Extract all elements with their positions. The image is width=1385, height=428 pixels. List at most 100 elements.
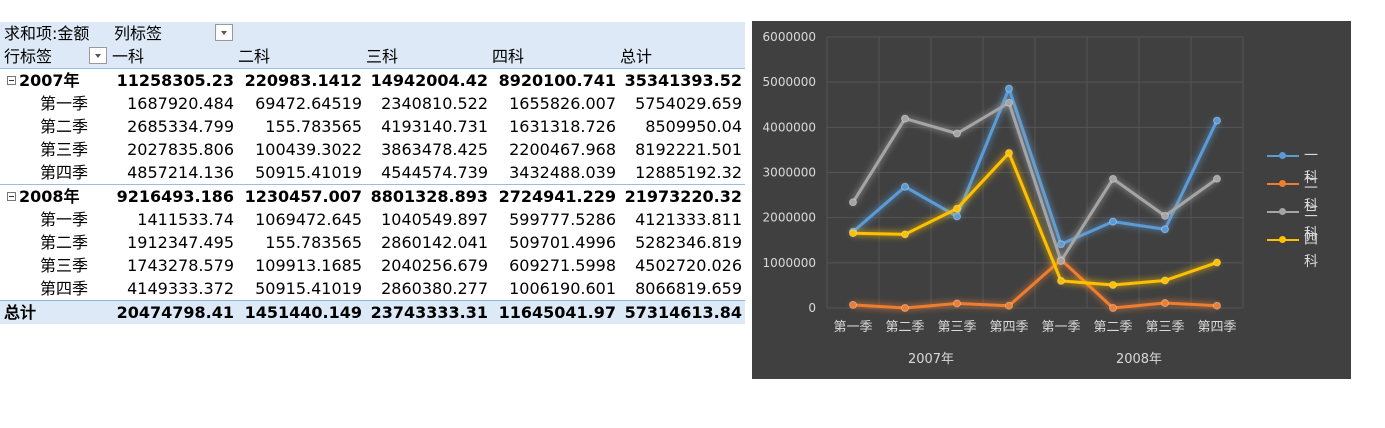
x-tick-label: 第三季: [1145, 320, 1184, 335]
table-row[interactable]: 第二季 1912347.495 155.783565 2860142.041 5…: [0, 231, 745, 254]
y-tick-label: 3000000: [763, 166, 816, 180]
table-cell[interactable]: 8192221.501: [635, 140, 742, 159]
data-point: [1109, 303, 1117, 312]
table-cell[interactable]: 1655826.007: [509, 94, 616, 113]
table-cell[interactable]: 5754029.659: [635, 94, 742, 113]
table-cell[interactable]: 1411533.74: [137, 210, 234, 229]
row-filter-dropdown-icon[interactable]: [89, 47, 107, 64]
table-cell[interactable]: 8066819.659: [635, 279, 742, 298]
data-point: [849, 300, 857, 309]
row-label: 第三季: [40, 256, 89, 275]
table-row[interactable]: 第一季 1411533.74 1069472.645 1040549.897 5…: [0, 208, 745, 231]
pivot-header-row-1: 求和项:金额 列标签: [0, 22, 745, 45]
legend-swatch: [1267, 208, 1299, 215]
table-cell[interactable]: 4857214.136: [127, 163, 234, 182]
table-cell[interactable]: 509701.4996: [509, 233, 616, 252]
table-cell[interactable]: 5282346.819: [635, 233, 742, 252]
table-cell[interactable]: 4193140.731: [381, 117, 488, 136]
table-cell[interactable]: 50915.41019: [255, 163, 362, 182]
data-point: [1057, 257, 1065, 266]
table-cell[interactable]: 155.783565: [265, 117, 362, 136]
legend-label: 三科: [1304, 204, 1318, 242]
col-header: 三科: [366, 47, 399, 66]
group-cell[interactable]: 14942004.42: [370, 71, 488, 90]
total-cell[interactable]: 57314613.84: [624, 303, 742, 322]
group-cell[interactable]: 35341393.52: [624, 71, 742, 90]
table-cell[interactable]: 4544574.739: [381, 163, 488, 182]
group-cell[interactable]: 8801328.893: [370, 187, 488, 206]
table-cell[interactable]: 8509950.04: [645, 117, 742, 136]
table-cell[interactable]: 609271.5998: [509, 256, 616, 275]
total-cell[interactable]: 1451440.149: [244, 303, 362, 322]
table-cell[interactable]: 69472.64519: [255, 94, 362, 113]
table-cell[interactable]: 4502720.026: [635, 256, 742, 275]
table-row[interactable]: 第一季 1687920.484 69472.64519 2340810.522 …: [0, 92, 745, 115]
data-point: [1161, 225, 1169, 234]
table-cell[interactable]: 109913.1685: [255, 256, 362, 275]
group-row-2007[interactable]: 2007年 11258305.23 220983.1412 14942004.4…: [0, 68, 745, 92]
group-cell[interactable]: 8920100.741: [498, 71, 616, 90]
group-cell[interactable]: 11258305.23: [116, 71, 234, 90]
table-cell[interactable]: 1040549.897: [381, 210, 488, 229]
table-cell[interactable]: 50915.41019: [255, 279, 362, 298]
row-label: 第一季: [40, 94, 89, 113]
group-cell[interactable]: 9216493.186: [116, 187, 234, 206]
group-cell[interactable]: 1230457.007: [244, 187, 362, 206]
table-cell[interactable]: 2340810.522: [381, 94, 488, 113]
table-cell[interactable]: 2860380.277: [381, 279, 488, 298]
y-tick-label: 2000000: [763, 211, 816, 225]
data-point: [953, 212, 961, 221]
row-label: 第四季: [40, 279, 89, 298]
column-filter-dropdown-icon[interactable]: [215, 24, 233, 41]
table-cell[interactable]: 2685334.799: [127, 117, 234, 136]
table-row[interactable]: 第三季 2027835.806 100439.3022 3863478.425 …: [0, 138, 745, 161]
table-cell[interactable]: 3863478.425: [381, 140, 488, 159]
table-cell[interactable]: 4149333.372: [127, 279, 234, 298]
data-point: [849, 229, 857, 238]
table-row[interactable]: 第三季 1743278.579 109913.1685 2040256.679 …: [0, 254, 745, 277]
legend-label: 四科: [1304, 232, 1318, 270]
legend-label: 二科: [1304, 176, 1318, 214]
x-tick-label: 第三季: [937, 320, 976, 335]
row-label: 第二季: [40, 117, 89, 136]
table-cell[interactable]: 1912347.495: [127, 233, 234, 252]
group-cell[interactable]: 220983.1412: [244, 71, 362, 90]
table-cell[interactable]: 2860142.041: [381, 233, 488, 252]
table-row[interactable]: 第四季 4857214.136 50915.41019 4544574.739 …: [0, 161, 745, 184]
table-cell[interactable]: 4121333.811: [635, 210, 742, 229]
table-cell[interactable]: 1687920.484: [127, 94, 234, 113]
table-cell[interactable]: 2040256.679: [381, 256, 488, 275]
y-tick-label: 0: [808, 301, 816, 315]
table-cell[interactable]: 155.783565: [265, 233, 362, 252]
x-tick-label: 第二季: [1093, 320, 1132, 335]
table-cell[interactable]: 1743278.579: [127, 256, 234, 275]
table-cell[interactable]: 1069472.645: [255, 210, 362, 229]
table-cell[interactable]: 3432488.039: [509, 163, 616, 182]
table-cell[interactable]: 2200467.968: [509, 140, 616, 159]
data-point: [901, 230, 909, 239]
table-cell[interactable]: 100439.3022: [255, 140, 362, 159]
group-row-2008[interactable]: 2008年 9216493.186 1230457.007 8801328.89…: [0, 184, 745, 208]
y-tick-label: 1000000: [763, 256, 816, 270]
grand-total-row[interactable]: 总计 20474798.41 1451440.149 23743333.31 1…: [0, 300, 745, 324]
table-cell[interactable]: 599777.5286: [509, 210, 616, 229]
table-row[interactable]: 第四季 4149333.372 50915.41019 2860380.277 …: [0, 277, 745, 300]
value-field-label: 求和项:金额: [4, 24, 90, 43]
group-label: 2008年: [19, 187, 80, 206]
table-cell[interactable]: 2027835.806: [127, 140, 234, 159]
collapse-minus-icon[interactable]: [7, 76, 16, 85]
table-row[interactable]: 第二季 2685334.799 155.783565 4193140.731 1…: [0, 115, 745, 138]
group-cell[interactable]: 2724941.229: [498, 187, 616, 206]
table-cell[interactable]: 12885192.32: [635, 163, 742, 182]
table-cell[interactable]: 1631318.726: [509, 117, 616, 136]
data-point: [1005, 98, 1013, 107]
collapse-minus-icon[interactable]: [7, 192, 16, 201]
line-chart[interactable]: 0 1000000 2000000 3000000 4000000 5000000 6000…: [752, 21, 1351, 379]
table-cell[interactable]: 1006190.601: [509, 279, 616, 298]
total-cell[interactable]: 20474798.41: [116, 303, 234, 322]
group-cell[interactable]: 21973220.32: [624, 187, 742, 206]
total-cell[interactable]: 23743333.31: [370, 303, 488, 322]
total-cell[interactable]: 11645041.97: [498, 303, 616, 322]
col-header: 一科: [112, 47, 145, 66]
x-tick-label: 第四季: [989, 320, 1028, 335]
